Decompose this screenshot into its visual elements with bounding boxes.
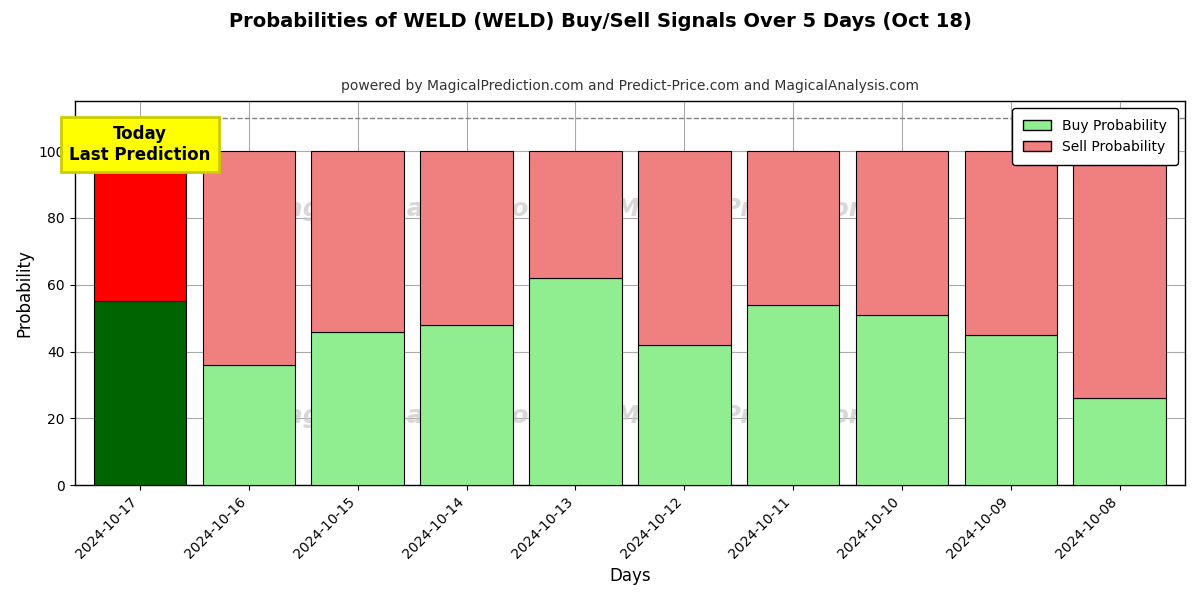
Text: MagicalAnalysis.com: MagicalAnalysis.com [262,404,554,428]
Bar [203,365,295,485]
Title: powered by MagicalPrediction.com and Predict-Price.com and MagicalAnalysis.com: powered by MagicalPrediction.com and Pre… [341,79,919,93]
Bar [1074,398,1166,485]
Bar [420,325,512,485]
Bar [203,151,295,365]
Legend: Buy Probability, Sell Probability: Buy Probability, Sell Probability [1012,108,1178,165]
Bar [746,151,839,305]
Bar [1074,151,1166,398]
Bar [965,335,1057,485]
Bar [856,151,948,315]
X-axis label: Days: Days [610,567,650,585]
Bar [529,151,622,278]
Bar [965,151,1057,335]
Y-axis label: Probability: Probability [16,249,34,337]
Bar [94,151,186,301]
Text: Probabilities of WELD (WELD) Buy/Sell Signals Over 5 Days (Oct 18): Probabilities of WELD (WELD) Buy/Sell Si… [228,12,972,31]
Bar [312,332,404,485]
Bar [856,315,948,485]
Text: Today
Last Prediction: Today Last Prediction [70,125,211,164]
Text: MagicalPrediction.com: MagicalPrediction.com [614,197,934,221]
Bar [312,151,404,332]
Bar [529,278,622,485]
Bar [746,305,839,485]
Bar [638,345,731,485]
Bar [94,301,186,485]
Text: MagicalPrediction.com: MagicalPrediction.com [614,404,934,428]
Bar [638,151,731,345]
Text: MagicalAnalysis.com: MagicalAnalysis.com [262,197,554,221]
Bar [420,151,512,325]
